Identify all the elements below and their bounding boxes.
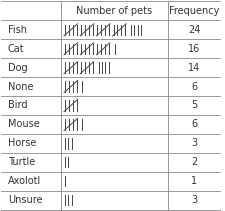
Text: Fish: Fish — [8, 25, 27, 35]
Text: 6: 6 — [190, 82, 196, 92]
Text: Frequency: Frequency — [168, 6, 218, 16]
Text: 2: 2 — [190, 157, 196, 167]
Text: 24: 24 — [187, 25, 199, 35]
Text: 5: 5 — [190, 100, 196, 111]
Text: Number of pets: Number of pets — [76, 6, 152, 16]
Text: 16: 16 — [187, 44, 199, 54]
Text: 3: 3 — [190, 195, 196, 205]
Text: 3: 3 — [190, 138, 196, 148]
Text: Unsure: Unsure — [8, 195, 42, 205]
Text: Cat: Cat — [8, 44, 25, 54]
Text: 6: 6 — [190, 119, 196, 129]
Text: Axolotl: Axolotl — [8, 176, 41, 186]
Text: Mouse: Mouse — [8, 119, 40, 129]
Text: 1: 1 — [190, 176, 196, 186]
Text: Bird: Bird — [8, 100, 27, 111]
Text: Horse: Horse — [8, 138, 36, 148]
Text: None: None — [8, 82, 33, 92]
Text: Dog: Dog — [8, 63, 27, 73]
Text: 14: 14 — [187, 63, 199, 73]
Text: Turtle: Turtle — [8, 157, 35, 167]
